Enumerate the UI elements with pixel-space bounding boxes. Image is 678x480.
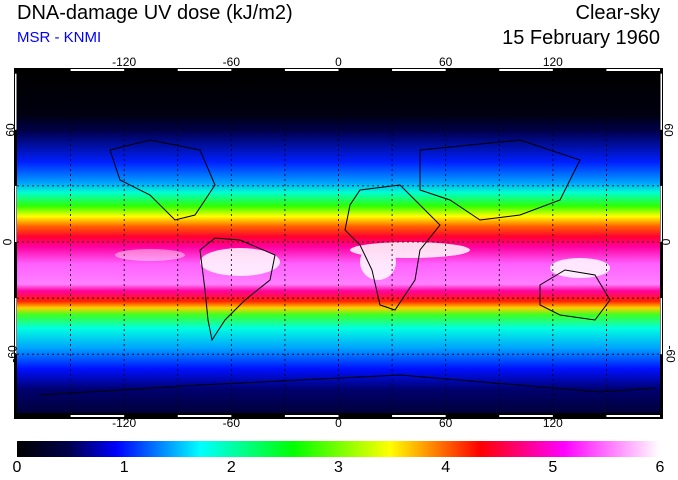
frame-left (14, 68, 17, 419)
organization-label: MSR - KNMI (17, 29, 102, 46)
map-frame (14, 68, 663, 419)
latitude-label-right: 0 (658, 238, 673, 246)
high-dose-patches (115, 242, 610, 280)
latitude-label-right: 60 (661, 123, 676, 137)
colorbar-tick-label: 0 (12, 459, 22, 476)
longitude-label-bottom: -60 (222, 416, 240, 430)
longitude-label-bottom: -120 (112, 416, 137, 430)
longitude-label-bottom: 120 (542, 416, 563, 430)
colorbar-tick-label: 2 (226, 459, 236, 476)
frame-right (660, 68, 663, 419)
longitude-label-top: -120 (112, 55, 137, 69)
date-label: 15 February 1960 (502, 27, 660, 49)
frame-tick-segment (15, 73, 17, 130)
latitude-label-left: 0 (0, 238, 15, 246)
longitude-label-top: 0 (335, 55, 342, 69)
latitude-label-right: -60 (663, 345, 678, 363)
frame-tick-segment (499, 69, 553, 71)
frame-tick-segment (177, 415, 232, 417)
longitude-label-bottom: 60 (438, 416, 453, 430)
frame-tick-segment (284, 69, 339, 71)
frame-tick-segment (15, 298, 17, 355)
longitude-label-top: 120 (542, 55, 563, 69)
colorbar-tick-label: 4 (441, 459, 451, 476)
frame-tick-segment (70, 415, 125, 417)
frame-tick-segment (15, 185, 17, 242)
frame-tick-segment (392, 415, 446, 417)
frame-tick-segment (284, 415, 339, 417)
frame-tick-segment (660, 185, 662, 242)
sky-condition-label: Clear-sky (575, 2, 660, 24)
longitude-label-bottom: 0 (335, 416, 342, 430)
colorbar (17, 441, 660, 457)
colorbar-tick-label: 6 (655, 459, 665, 476)
longitude-label-top: 60 (438, 55, 453, 69)
frame-tick-segment (606, 415, 660, 417)
frame-tick-segment (660, 73, 662, 130)
colorbar-tick-label: 5 (548, 459, 558, 476)
frame-tick-segment (499, 415, 553, 417)
latitude-label-left: -60 (5, 345, 20, 363)
longitude-label-top: -60 (222, 55, 240, 69)
frame-tick-segment (70, 69, 125, 71)
colorbar-tick-label: 1 (119, 459, 129, 476)
map-title: DNA-damage UV dose (kJ/m2) (17, 2, 293, 24)
frame-tick-segment (177, 69, 232, 71)
graticule (17, 74, 660, 413)
frame-tick-segment (660, 298, 662, 355)
colorbar-tick-label: 3 (334, 459, 343, 476)
latitude-label-left: 60 (3, 123, 18, 137)
frame-tick-segment (392, 69, 446, 71)
frame-tick-segment (606, 69, 660, 71)
